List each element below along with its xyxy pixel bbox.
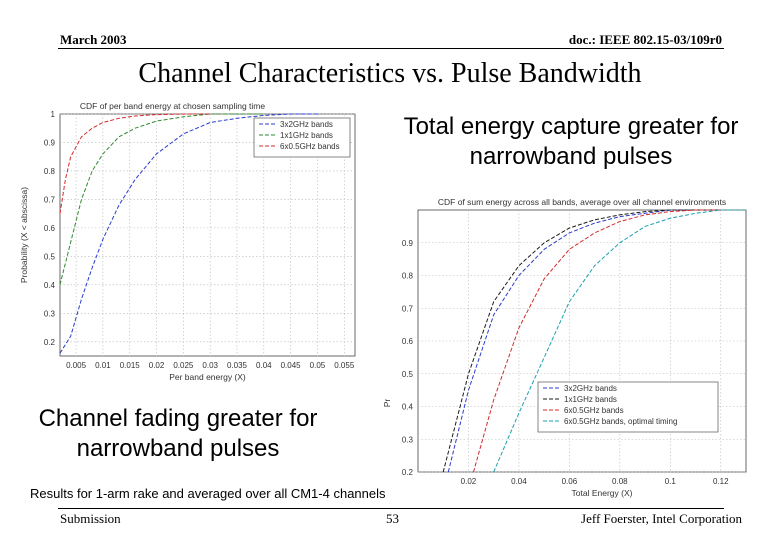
chart1-title: CDF of per band energy at chosen samplin…	[80, 101, 265, 111]
slide-title: Channel Characteristics vs. Pulse Bandwi…	[138, 58, 642, 89]
footer-page-number: 53	[386, 511, 399, 526]
chart1-legend-label: 6x0.5GHz bands	[280, 142, 340, 151]
chart1-ytick-label: 0.5	[44, 252, 56, 261]
chart1-legend-label: 1x1GHz bands	[280, 131, 333, 140]
chart1-ytick-label: 1	[51, 110, 56, 119]
chart1-ylabel: Probability (X < abscissa)	[19, 187, 29, 283]
chart2-xtick-label: 0.02	[461, 477, 477, 486]
chart1-legend-label: 3x2GHz bands	[280, 120, 333, 129]
chart2-series-line-4	[493, 209, 746, 473]
chart2-ytick-label: 0.5	[402, 370, 414, 379]
header-doc-id: doc.: IEEE 802.15-03/109r0	[568, 32, 722, 47]
chart2-ytick-label: 0.4	[402, 403, 414, 412]
chart-per-band-energy-cdf: 0.005 0.01 0.015 0.02 0.025 0.03 0.035 0.04 0.04…	[19, 101, 356, 382]
chart2-xtick-label: 0.04	[511, 477, 527, 486]
chart-total-energy-cdf: 0.02 0.04 0.06 0.08 0.1 0.12 0.2 0.3 0.4 0.5 0.6 0.…	[382, 197, 747, 498]
chart1-xtick-label: 0.025	[173, 361, 194, 370]
chart1-ytick-label: 0.2	[44, 338, 56, 347]
chart1-xtick-label: 0.04	[256, 361, 272, 370]
callout-energy-capture: Total energy capture greater for narrowb…	[403, 113, 739, 170]
chart2-ytick-label: 0.6	[402, 337, 414, 346]
chart1-ytick-label: 0.6	[44, 224, 56, 233]
chart1-series-line-3	[59, 113, 211, 214]
chart1-ytick-label: 0.9	[44, 138, 56, 147]
chart1-ytick-label: 0.8	[44, 167, 56, 176]
chart1-xtick-label: 0.045	[281, 361, 302, 370]
chart1-xtick-label: 0.01	[95, 361, 111, 370]
chart2-series-line-2	[442, 209, 721, 473]
chart1-xtick-label: 0.015	[120, 361, 141, 370]
chart1-xtick-label: 0.055	[334, 361, 355, 370]
chart2-title: CDF of sum energy across all bands, aver…	[438, 197, 726, 207]
chart1-ytick-label: 0.3	[44, 309, 56, 318]
chart2-xtick-label: 0.12	[713, 477, 729, 486]
chart2-ytick-label: 0.2	[402, 468, 414, 477]
chart2-legend-label: 6x0.5GHz bands, optimal timing	[564, 417, 677, 426]
chart1-legend	[253, 117, 351, 158]
chart2-xtick-label: 0.06	[562, 477, 578, 486]
footer-submission: Submission	[60, 511, 121, 526]
chart2-ylabel: Pr	[382, 399, 392, 408]
chart1-xtick-label: 0.03	[202, 361, 218, 370]
chart2-ytick-label: 0.7	[402, 304, 414, 313]
chart2-legend	[537, 381, 719, 433]
chart1-xlabel: Per band energy (X)	[169, 372, 246, 382]
chart1-ytick-label: 0.7	[44, 195, 56, 204]
chart2-series-line-3	[473, 209, 721, 473]
chart1-series-line-1	[59, 113, 318, 354]
chart2-legend-label: 1x1GHz bands	[564, 395, 617, 404]
chart2-ytick-label: 0.9	[402, 239, 414, 248]
footer-rule	[58, 508, 724, 509]
chart2-legend-label: 6x0.5GHz bands	[564, 406, 624, 415]
chart2-xtick-label: 0.1	[665, 477, 677, 486]
chart2-ytick-label: 0.3	[402, 435, 414, 444]
chart2-xtick-label: 0.08	[612, 477, 628, 486]
header-rule	[58, 48, 724, 49]
chart2-ytick-label: 0.8	[402, 272, 414, 281]
chart1-xtick-label: 0.02	[149, 361, 165, 370]
chart1-ytick-label: 0.4	[44, 281, 56, 290]
chart1-xtick-label: 0.035	[227, 361, 248, 370]
chart1-series-line-2	[59, 113, 264, 285]
results-note: Results for 1-arm rake and averaged over…	[30, 486, 386, 501]
chart1-xtick-label: 0.05	[310, 361, 326, 370]
header-date: March 2003	[60, 32, 127, 47]
chart2-legend-label: 3x2GHz bands	[564, 384, 617, 393]
callout-channel-fading: Channel fading greater for narrowband pu…	[38, 405, 318, 462]
chart1-xtick-label: 0.005	[66, 361, 87, 370]
footer-author: Jeff Foerster, Intel Corporation	[581, 511, 742, 526]
chart2-xlabel: Total Energy (X)	[572, 488, 633, 498]
